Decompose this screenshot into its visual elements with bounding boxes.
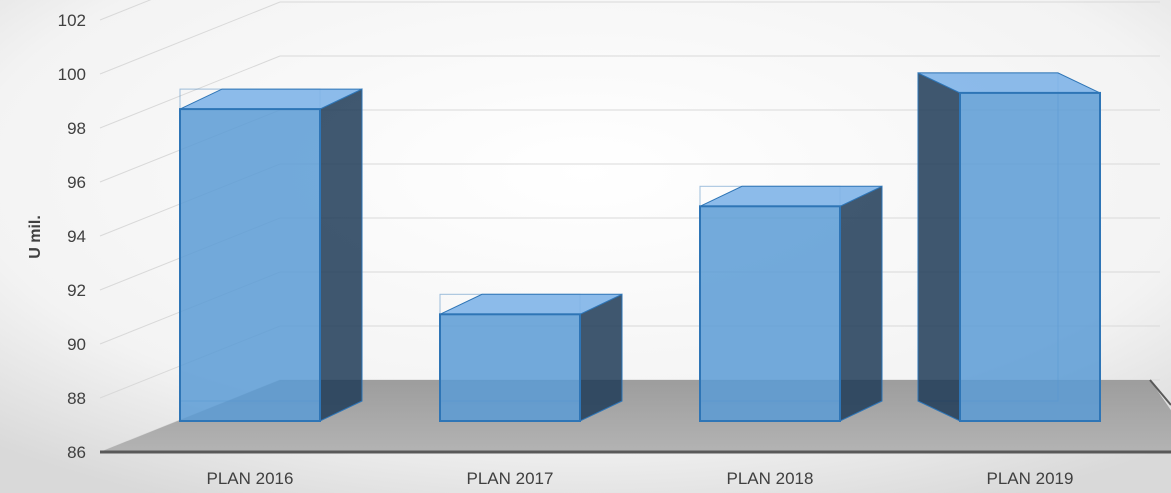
bar	[179, 88, 363, 422]
axes: 86 88 90 92 94 96 98 100 102 PLAN 2016 PLAN 2017 PL…	[58, 11, 1171, 488]
floor-plane	[100, 380, 1171, 452]
bar-front	[439, 313, 581, 422]
bar	[917, 72, 1101, 423]
bar	[439, 293, 623, 422]
y-tick-label: 96	[67, 173, 86, 192]
bars	[179, 72, 1101, 423]
y-tick-label: 100	[58, 65, 86, 84]
bar-front	[699, 205, 841, 422]
y-tick-label: 98	[67, 119, 86, 138]
y-tick-label: 90	[67, 335, 86, 354]
bar-side	[579, 293, 623, 422]
x-category-label: PLAN 2019	[987, 469, 1074, 488]
chart-floor	[100, 379, 1171, 452]
x-category-label: PLAN 2017	[467, 469, 554, 488]
y-tick-label: 92	[67, 281, 86, 300]
gridline-diagonal	[99, 1, 281, 75]
x-category-label: PLAN 2018	[727, 469, 814, 488]
y-tick-label: 86	[67, 443, 86, 462]
bar-front	[959, 91, 1101, 423]
x-category-label: PLAN 2016	[207, 469, 294, 488]
y-axis-title: U mil.	[27, 215, 44, 259]
floor-edge	[1149, 379, 1171, 406]
bar-side	[319, 88, 363, 422]
bar-front	[179, 108, 321, 422]
bar-side	[839, 185, 883, 422]
bar-side	[917, 72, 961, 422]
bar	[699, 185, 883, 422]
y-tick-label: 102	[58, 11, 86, 30]
gridline-diagonal	[99, 55, 281, 129]
y-tick-label: 94	[67, 227, 86, 246]
gridline-diagonal	[99, 0, 152, 21]
y-tick-label: 88	[67, 389, 86, 408]
